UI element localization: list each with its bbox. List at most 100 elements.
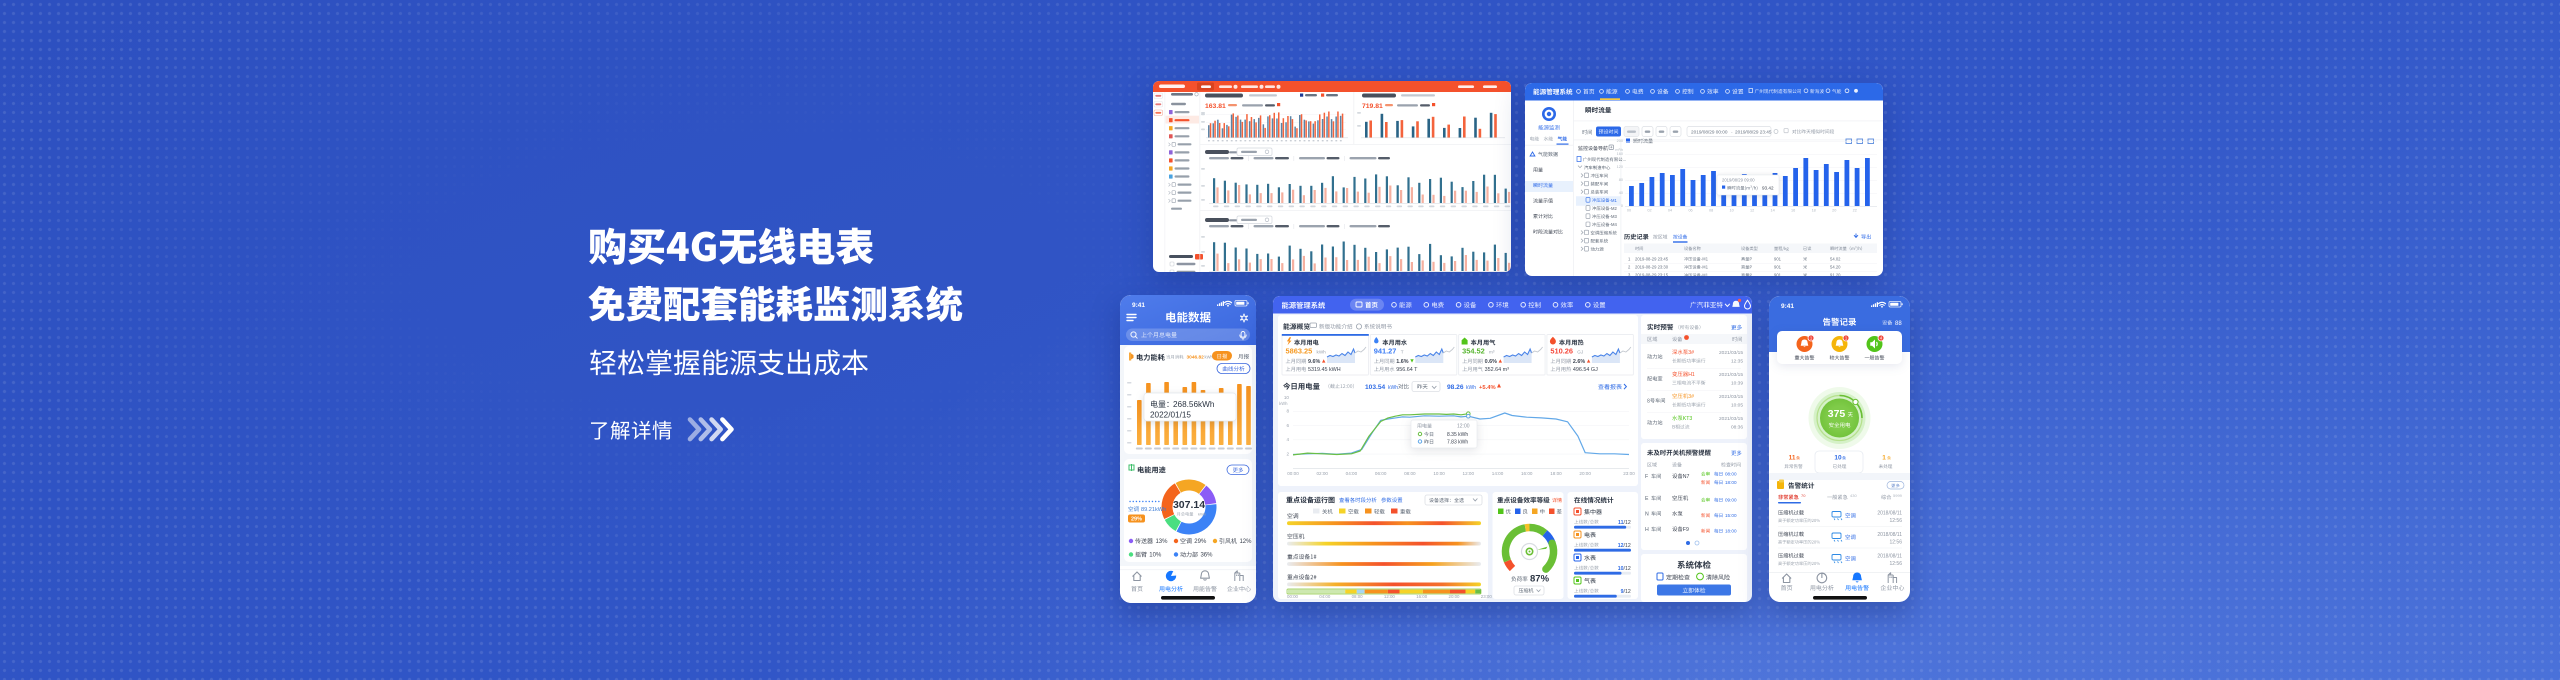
svg-text:2018/08/11: 2018/08/11 — [1877, 511, 1902, 517]
svg-text:6: 6 — [1286, 423, 1289, 428]
svg-text:54.02: 54.02 — [1830, 257, 1841, 262]
svg-text:/12: /12 — [1624, 566, 1631, 572]
svg-text:02: 02 — [1647, 209, 1651, 213]
svg-text:1: 1 — [1882, 455, 1886, 462]
svg-text:/12: /12 — [1624, 543, 1631, 549]
svg-text:93.42: 93.42 — [1762, 186, 1774, 191]
svg-text:18: 18 — [1812, 209, 1816, 213]
svg-text:5863.25: 5863.25 — [1286, 347, 1313, 356]
svg-text:120: 120 — [1617, 165, 1623, 169]
svg-text:307.14: 307.14 — [1173, 499, 1205, 511]
svg-text:2019-08-29 23:30: 2019-08-29 23:30 — [1635, 265, 1669, 270]
svg-text:2019/08/29 23:45: 2019/08/29 23:45 — [1735, 130, 1772, 135]
svg-text:10:39: 10:39 — [1731, 381, 1743, 387]
svg-text:02:00: 02:00 — [1316, 471, 1328, 476]
svg-text:18:00: 18:00 — [1725, 480, 1737, 485]
svg-text:18:00: 18:00 — [1550, 471, 1562, 476]
svg-text:04: 04 — [1668, 209, 1672, 213]
svg-text:08:00: 08:00 — [1725, 472, 1737, 477]
svg-text:16:00: 16:00 — [1416, 594, 1428, 599]
svg-text:2019-08-29 23:45: 2019-08-29 23:45 — [1635, 257, 1669, 262]
svg-text:20:00: 20:00 — [1579, 471, 1591, 476]
svg-text:09:00: 09:00 — [1725, 498, 1737, 503]
svg-text:941.27: 941.27 — [1374, 347, 1397, 356]
svg-text:719.81: 719.81 — [1362, 103, 1383, 110]
svg-text:08:36: 08:36 — [1731, 425, 1743, 431]
svg-text:91.20: 91.20 — [1830, 273, 1841, 276]
svg-text:20: 20 — [1832, 209, 1836, 213]
svg-text:08:00: 08:00 — [1352, 594, 1364, 599]
svg-text:1: 1 — [1845, 336, 1848, 341]
svg-text:7.83 kWh: 7.83 kWh — [1447, 440, 1468, 446]
svg-text:4: 4 — [1880, 336, 1883, 341]
svg-text:89.21kWh: 89.21kWh — [1141, 507, 1166, 513]
svg-text:352.64 m³: 352.64 m³ — [1485, 367, 1509, 373]
svg-text:2021/03/15: 2021/03/15 — [1719, 372, 1743, 378]
svg-text:16:00: 16:00 — [1521, 471, 1533, 476]
svg-text:901: 901 — [1774, 257, 1782, 262]
svg-text:00: 00 — [1627, 209, 1631, 213]
svg-text:16: 16 — [1791, 209, 1795, 213]
svg-text:12:56: 12:56 — [1889, 540, 1902, 546]
svg-text:10%: 10% — [1149, 553, 1162, 559]
svg-text:2019/08/29 00:00: 2019/08/29 00:00 — [1691, 130, 1728, 135]
svg-text:12:00: 12:00 — [1457, 424, 1470, 430]
svg-text:-M2: -M2 — [1610, 206, 1618, 211]
svg-text:29%: 29% — [1131, 517, 1142, 523]
svg-text:87%: 87% — [1530, 574, 1550, 585]
svg-text:22: 22 — [1853, 209, 1857, 213]
svg-text:2: 2 — [1628, 265, 1631, 270]
svg-text:12: 12 — [1618, 543, 1624, 549]
svg-text:0.6%: 0.6% — [1485, 359, 1497, 365]
svg-text:H1: H1 — [1688, 372, 1695, 378]
svg-text:3#: 3# — [1688, 350, 1694, 356]
svg-text:103.54: 103.54 — [1365, 384, 1386, 391]
svg-text:956.64 T: 956.64 T — [1396, 367, 1418, 373]
svg-text:9:41: 9:41 — [1781, 303, 1794, 310]
svg-text:430: 430 — [1850, 493, 1857, 498]
svg-text:2021/03/15: 2021/03/15 — [1719, 416, 1743, 422]
svg-text:8.35 kWh: 8.35 kWh — [1447, 432, 1468, 438]
svg-text:10: 10 — [1284, 395, 1290, 400]
svg-text:54.20: 54.20 — [1830, 265, 1841, 270]
svg-text:04:00: 04:00 — [1346, 471, 1358, 476]
svg-text:8: 8 — [1286, 409, 1289, 414]
svg-text:11: 11 — [1618, 520, 1624, 526]
svg-text:14: 14 — [1771, 209, 1775, 213]
svg-text:510.26: 510.26 — [1550, 347, 1573, 356]
svg-text:375: 375 — [1828, 408, 1846, 420]
svg-text:23:00: 23:00 — [1481, 594, 1493, 599]
svg-text:10: 10 — [1834, 455, 1842, 462]
svg-text:1: 1 — [1810, 336, 1813, 341]
svg-text:T: T — [1401, 350, 1404, 355]
svg-text:-M3: -M3 — [1610, 214, 1618, 219]
svg-text:354.52: 354.52 — [1462, 347, 1485, 356]
svg-text:12:00: 12:00 — [1384, 594, 1396, 599]
svg-text:80: 80 — [1619, 178, 1623, 182]
svg-text:2018/08/11: 2018/08/11 — [1877, 532, 1902, 538]
svg-text:5999: 5999 — [1893, 493, 1903, 498]
svg-text:12:56: 12:56 — [1889, 518, 1902, 524]
svg-text:5319.45 kWH: 5319.45 kWH — [1308, 367, 1341, 373]
svg-text:9.6%: 9.6% — [1308, 359, 1320, 365]
svg-text:10:00: 10:00 — [1433, 471, 1445, 476]
svg-text:-: - — [1731, 130, 1733, 135]
svg-text:40: 40 — [1619, 191, 1623, 195]
svg-text:E: E — [1645, 496, 1649, 502]
svg-text:268.56kWh: 268.56kWh — [1173, 400, 1215, 409]
svg-text:1: 1 — [1628, 257, 1631, 262]
svg-text:...: ... — [1623, 157, 1627, 162]
svg-text:kWh: kWh — [1466, 385, 1476, 391]
svg-text:11: 11 — [1789, 455, 1796, 462]
svg-text:12: 12 — [1750, 209, 1754, 213]
svg-text:160: 160 — [1617, 152, 1623, 156]
svg-text:GJ: GJ — [1577, 350, 1583, 355]
svg-text:08:00: 08:00 — [1404, 471, 1416, 476]
svg-text:2019/08/29 09:00: 2019/08/29 09:00 — [1722, 178, 1755, 183]
svg-text:kWh: kWh — [1198, 512, 1206, 517]
svg-text:3046.82: 3046.82 — [1187, 355, 1205, 361]
svg-text:3: 3 — [1628, 273, 1631, 276]
svg-text:901: 901 — [1774, 273, 1782, 276]
svg-text:13%: 13% — [1155, 539, 1168, 545]
svg-text:23:00: 23:00 — [1623, 471, 1635, 476]
